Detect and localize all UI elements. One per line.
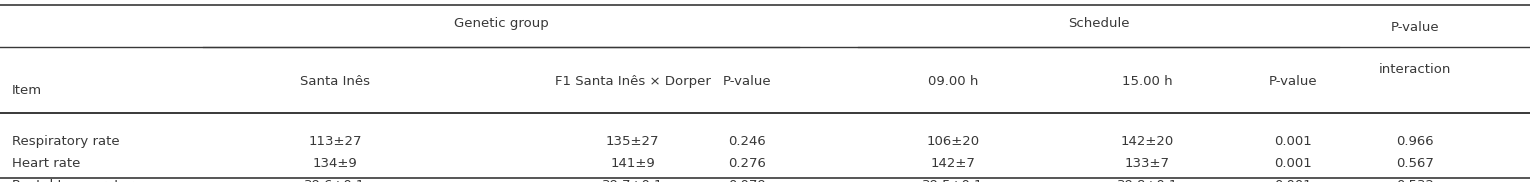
Text: F1 Santa Inês × Dorper: F1 Santa Inês × Dorper — [555, 75, 710, 88]
Text: 0.532: 0.532 — [1397, 179, 1434, 182]
Text: P-value: P-value — [1391, 21, 1440, 34]
Text: 15.00 h: 15.00 h — [1121, 75, 1174, 88]
Text: 39.7±0.1: 39.7±0.1 — [601, 179, 664, 182]
Text: Santa Inês: Santa Inês — [300, 75, 370, 88]
Text: 0.567: 0.567 — [1397, 157, 1434, 170]
Text: Respiratory rate: Respiratory rate — [12, 135, 119, 149]
Text: 133±7: 133±7 — [1125, 157, 1170, 170]
Text: Item: Item — [12, 84, 43, 98]
Text: P-value: P-value — [724, 75, 771, 88]
Text: 39.8±0.1: 39.8±0.1 — [1117, 179, 1178, 182]
Text: 0.966: 0.966 — [1397, 135, 1434, 149]
Text: 0.276: 0.276 — [728, 157, 767, 170]
Text: 134±9: 134±9 — [312, 157, 358, 170]
Text: 113±27: 113±27 — [309, 135, 361, 149]
Text: 142±20: 142±20 — [1121, 135, 1174, 149]
Text: 39.5±0.1: 39.5±0.1 — [923, 179, 984, 182]
Text: 39.6±0.1: 39.6±0.1 — [304, 179, 366, 182]
Text: 09.00 h: 09.00 h — [929, 75, 978, 88]
Text: Heart rate: Heart rate — [12, 157, 81, 170]
Text: Genetic group: Genetic group — [454, 17, 548, 30]
Text: Rectal temperature: Rectal temperature — [12, 179, 142, 182]
Text: 142±7: 142±7 — [930, 157, 976, 170]
Text: Schedule: Schedule — [1068, 17, 1129, 30]
Text: 0.001: 0.001 — [1274, 157, 1311, 170]
Text: P-value: P-value — [1268, 75, 1317, 88]
Text: 0.246: 0.246 — [728, 135, 767, 149]
Text: 0.001: 0.001 — [1274, 179, 1311, 182]
Text: 0.001: 0.001 — [1274, 135, 1311, 149]
Text: 0.079: 0.079 — [728, 179, 767, 182]
Text: 106±20: 106±20 — [927, 135, 979, 149]
Text: 135±27: 135±27 — [606, 135, 659, 149]
Text: interaction: interaction — [1379, 63, 1452, 76]
Text: 141±9: 141±9 — [610, 157, 655, 170]
